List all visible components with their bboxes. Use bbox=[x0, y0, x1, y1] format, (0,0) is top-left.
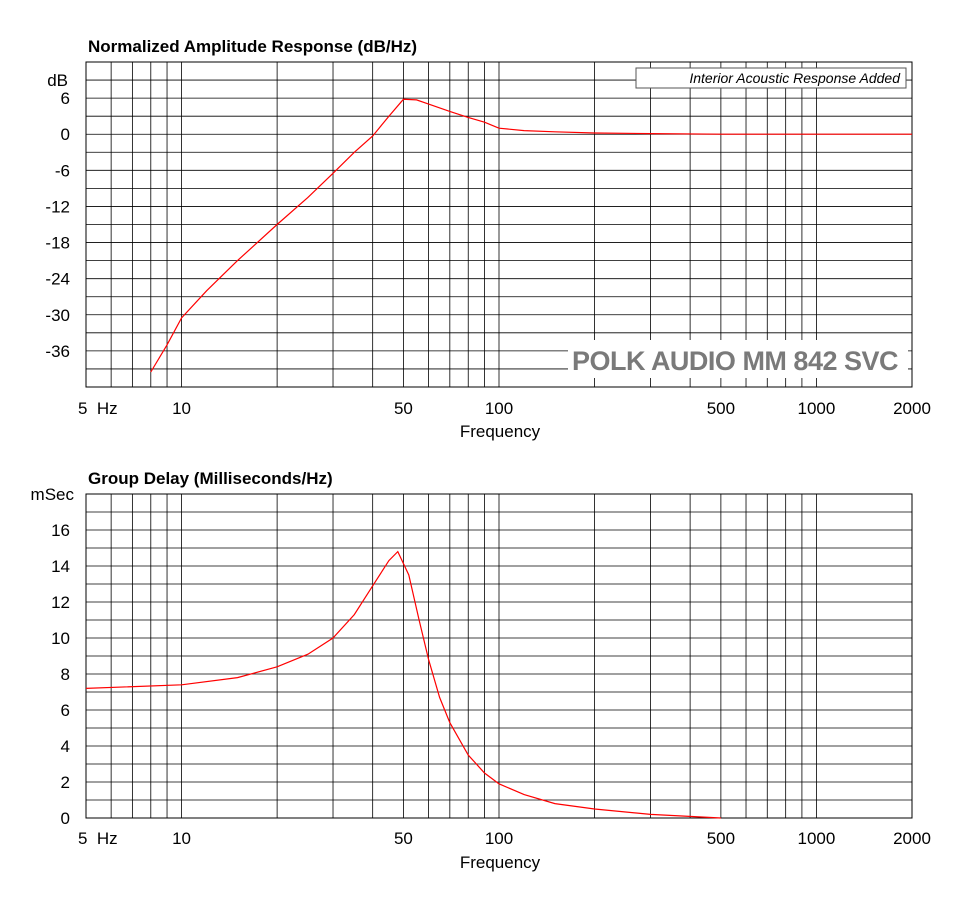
x-tick-label: 5 Hz bbox=[78, 829, 118, 848]
y-tick-label: 8 bbox=[61, 665, 70, 684]
y-tick-label: -30 bbox=[45, 306, 70, 325]
y-tick-label: 16 bbox=[51, 521, 70, 540]
y-tick-label: -12 bbox=[45, 197, 70, 216]
y-tick-label: -24 bbox=[45, 270, 70, 289]
y-tick-label: 6 bbox=[61, 89, 70, 108]
x-tick-label: 50 bbox=[394, 399, 413, 418]
y-tick-label: 2 bbox=[61, 773, 70, 792]
x-tick-label: 5 Hz bbox=[78, 399, 118, 418]
y-tick-label: 6 bbox=[61, 701, 70, 720]
x-tick-label: 1000 bbox=[798, 399, 836, 418]
amplitude-y-ticks: 6 0 -6 -12 -18 -24 -30 -36 bbox=[45, 89, 70, 361]
group-delay-series-line bbox=[85, 550, 721, 819]
amplitude-x-axis-label: Frequency bbox=[460, 422, 541, 441]
group-delay-grid bbox=[85, 493, 913, 819]
y-tick-label: -18 bbox=[45, 234, 70, 253]
watermark: POLK AUDIO MM 842 SVC bbox=[568, 340, 908, 378]
annotation-text: Interior Acoustic Response Added bbox=[689, 70, 901, 86]
amplitude-grid bbox=[85, 61, 913, 388]
x-tick-label: 100 bbox=[485, 399, 513, 418]
plot-frame bbox=[85, 493, 913, 819]
y-tick-label: 0 bbox=[61, 125, 70, 144]
amplitude-x-ticks: 5 Hz 10 50 100 500 1000 2000 bbox=[78, 399, 931, 418]
y-tick-label: 10 bbox=[51, 629, 70, 648]
group-delay-y-unit: mSec bbox=[31, 485, 75, 504]
y-tick-label: -6 bbox=[55, 161, 70, 180]
plot-frame bbox=[85, 61, 913, 388]
y-tick-label: 4 bbox=[61, 737, 70, 756]
x-tick-label: 10 bbox=[172, 399, 191, 418]
amplitude-series-line bbox=[150, 98, 912, 373]
group-delay-x-axis-label: Frequency bbox=[460, 853, 541, 872]
x-tick-label: 500 bbox=[707, 399, 735, 418]
amplitude-annotation-box: Interior Acoustic Response Added bbox=[635, 67, 907, 89]
group-delay-x-ticks: 5 Hz 10 50 100 500 1000 2000 bbox=[78, 829, 931, 848]
amplitude-chart-title: Normalized Amplitude Response (dB/Hz) bbox=[88, 37, 417, 56]
x-tick-label: 2000 bbox=[893, 399, 931, 418]
x-tick-label: 2000 bbox=[893, 829, 931, 848]
y-tick-label: 14 bbox=[51, 557, 70, 576]
group-delay-chart-title: Group Delay (Milliseconds/Hz) bbox=[88, 469, 333, 488]
x-tick-label: 50 bbox=[394, 829, 413, 848]
y-tick-label: 12 bbox=[51, 593, 70, 612]
amplitude-y-unit: dB bbox=[47, 71, 68, 90]
amplitude-chart: Normalized Amplitude Response (dB/Hz) dB… bbox=[45, 37, 930, 441]
x-tick-label: 500 bbox=[707, 829, 735, 848]
group-delay-y-ticks: 16 14 12 10 8 6 4 2 0 bbox=[51, 521, 70, 828]
x-tick-label: 1000 bbox=[798, 829, 836, 848]
y-tick-label: 0 bbox=[61, 809, 70, 828]
x-tick-label: 100 bbox=[485, 829, 513, 848]
watermark-text: POLK AUDIO MM 842 SVC bbox=[572, 346, 898, 376]
group-delay-chart: Group Delay (Milliseconds/Hz) mSec 16141… bbox=[31, 469, 931, 872]
y-tick-label: -36 bbox=[45, 342, 70, 361]
x-tick-label: 10 bbox=[172, 829, 191, 848]
